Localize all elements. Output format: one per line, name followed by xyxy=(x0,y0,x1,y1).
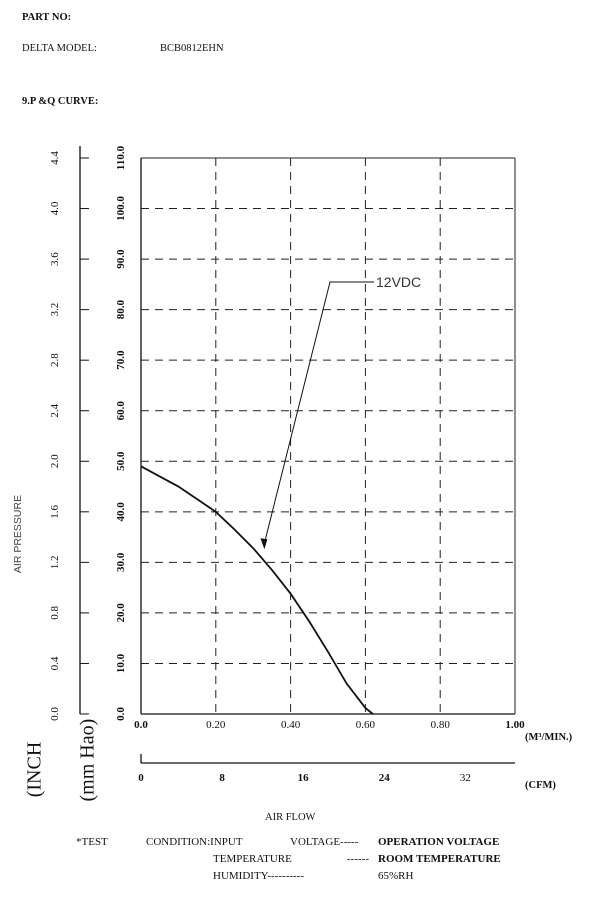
inch-tick-label-5: 2.0 xyxy=(49,454,61,468)
mm-tick-label-6: 60.0 xyxy=(115,401,127,421)
x-axis-title: AIR FLOW xyxy=(265,812,316,823)
y-axis-unit-inch: (INCH xyxy=(23,741,46,798)
inch-tick-label-2: 0.8 xyxy=(49,606,61,620)
cfm-tick-label-2: 16 xyxy=(298,772,310,784)
x-tick-label-1: 0.20 xyxy=(206,719,226,731)
x-tick-label-4: 0.80 xyxy=(431,719,451,731)
x-tick-label-5: 1.00 xyxy=(505,719,525,731)
inch-tick-label-9: 3.6 xyxy=(49,252,61,266)
inch-tick-label-8: 3.2 xyxy=(49,303,61,317)
delta-model-value: BCB0812EHN xyxy=(160,43,224,54)
inch-tick-label-6: 2.4 xyxy=(49,403,61,417)
x-tick-label-3: 0.60 xyxy=(356,719,376,731)
mm-tick-label-5: 50.0 xyxy=(115,451,127,471)
mm-tick-label-7: 70.0 xyxy=(115,350,127,370)
mm-tick-label-9: 90.0 xyxy=(115,249,127,269)
cfm-tick-label-4: 32 xyxy=(460,772,471,784)
cfm-tick-label-1: 8 xyxy=(219,772,225,784)
annotation-leader-line xyxy=(263,281,374,544)
inch-tick-label-4: 1.6 xyxy=(49,504,61,518)
inch-tick-label-7: 2.8 xyxy=(49,353,61,367)
voltage-label: VOLTAGE----- xyxy=(290,836,359,848)
delta-model-label: DELTA MODEL: xyxy=(22,43,97,54)
section-title: 9.P &Q CURVE: xyxy=(22,96,99,107)
mm-tick-label-4: 40.0 xyxy=(115,502,127,522)
humidity-label: HUMIDITY---------- xyxy=(213,870,305,882)
x-axis-unit-cfm: (CFM) xyxy=(525,780,556,791)
humidity-value: 65%RH xyxy=(378,870,414,882)
temperature-value: ROOM TEMPERATURE xyxy=(378,853,501,865)
mm-tick-label-0: 0.0 xyxy=(115,707,127,721)
x-tick-label-0: 0.0 xyxy=(134,719,148,731)
x-tick-label-2: 0.40 xyxy=(281,719,301,731)
mm-tick-label-8: 80.0 xyxy=(115,300,127,320)
voltage-value: OPERATION VOLTAGE xyxy=(378,836,500,848)
mm-tick-label-10: 100.0 xyxy=(115,196,127,221)
temperature-dashes: ------ xyxy=(347,853,369,865)
cfm-tick-label-3: 24 xyxy=(379,772,391,784)
mm-tick-label-11: 110.0 xyxy=(115,145,127,170)
annotation-label: 12VDC xyxy=(376,274,421,290)
inch-tick-label-1: 0.4 xyxy=(49,656,61,670)
mm-tick-label-1: 10.0 xyxy=(115,653,127,673)
inch-tick-label-0: 0.0 xyxy=(49,707,61,721)
temperature-label: TEMPERATURE xyxy=(213,853,292,865)
cfm-tick-label-0: 0 xyxy=(138,772,144,784)
y-axis-unit-mm: (mm Hao) xyxy=(76,718,99,802)
inch-tick-label-10: 4.0 xyxy=(49,201,61,215)
mm-tick-label-2: 20.0 xyxy=(115,603,127,623)
condition-label: CONDITION:INPUT xyxy=(146,836,243,848)
part-no-label: PART NO: xyxy=(22,12,72,23)
inch-tick-label-3: 1.2 xyxy=(49,555,61,569)
test-label: *TEST xyxy=(76,836,108,848)
annotation-arrowhead xyxy=(260,538,268,550)
inch-tick-label-11: 4.4 xyxy=(49,151,61,165)
y-axis-label: AIR PRESSURE xyxy=(12,494,24,574)
mm-tick-label-3: 30.0 xyxy=(115,552,127,572)
series-line-0 xyxy=(140,465,374,715)
x-axis-unit-m3: (M³/MIN.) xyxy=(525,732,573,743)
